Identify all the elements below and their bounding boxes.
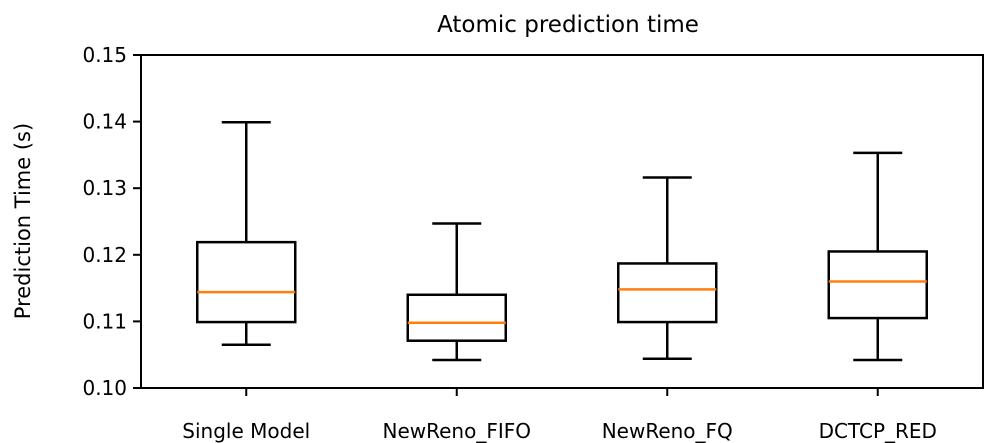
x-tick-label: DCTCP_RED xyxy=(819,419,937,443)
y-tick-label: 0.11 xyxy=(82,309,127,333)
box-4 xyxy=(827,151,928,362)
box-3 xyxy=(617,176,718,360)
y-axis-label: Prediction Time (s) xyxy=(11,123,35,319)
y-tick-label: 0.15 xyxy=(82,43,127,67)
iqr-box xyxy=(827,250,928,320)
plot-area-frame xyxy=(140,54,984,389)
y-tick-label: 0.14 xyxy=(82,110,127,134)
x-tick-label: Single Model xyxy=(182,419,310,443)
y-axis-ticks: 0.10 0.11 0.12 0.13 0.14 0.15 xyxy=(82,43,141,400)
iqr-box xyxy=(617,262,718,324)
iqr-box xyxy=(406,293,507,342)
x-tick-label: NewReno_FIFO xyxy=(383,419,532,443)
x-tick-label: NewReno_FQ xyxy=(602,419,733,443)
chart-title: Atomic prediction time xyxy=(437,12,699,38)
box-2 xyxy=(406,222,507,362)
y-tick-label: 0.10 xyxy=(82,376,127,400)
box-series xyxy=(196,121,928,362)
y-tick-label: 0.13 xyxy=(82,176,127,200)
x-axis-ticks: Single Model NewReno_FIFO NewReno_FQ DCTCP_… xyxy=(182,388,937,443)
box-1 xyxy=(196,121,297,346)
iqr-box xyxy=(196,240,297,324)
y-tick-label: 0.12 xyxy=(82,243,127,267)
